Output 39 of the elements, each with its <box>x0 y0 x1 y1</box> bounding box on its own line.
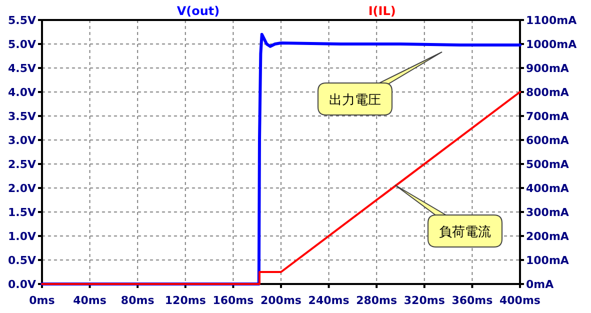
x-tick-label: 0ms <box>29 294 56 307</box>
y-tick-label: 4.5V <box>8 62 36 75</box>
x-tick-label: 240ms <box>308 294 350 307</box>
y2-tick-label: 900mA <box>526 62 570 75</box>
y2-tick-label: 800mA <box>526 86 570 99</box>
y2-tick-label: 500mA <box>526 158 570 171</box>
annotation: 出力電圧 <box>329 93 381 108</box>
y-tick-label: 4.0V <box>8 86 36 99</box>
x-tick-label: 80ms <box>120 294 155 307</box>
y-tick-label: 1.0V <box>8 230 36 243</box>
y-tick-label: 2.5V <box>8 158 36 171</box>
y2-tick-label: 1100mA <box>526 14 578 27</box>
y2-tick-label: 300mA <box>526 206 570 219</box>
y2-tick-label: 0mA <box>526 278 554 291</box>
y-tick-label: 0.0V <box>8 278 36 291</box>
y2-tick-label: 600mA <box>526 134 570 147</box>
y-tick-label: 5.0V <box>8 38 36 51</box>
text: V(out) <box>176 4 220 18</box>
y-tick-label: 5.5V <box>8 14 36 27</box>
x-tick-label: 120ms <box>164 294 206 307</box>
y2-tick-label: 400mA <box>526 182 570 195</box>
x-tick-label: 200ms <box>260 294 302 307</box>
text: I(IL) <box>368 4 396 18</box>
y-tick-label: 3.0V <box>8 134 36 147</box>
annotation: 負荷電流 <box>439 224 491 240</box>
y-tick-label: 1.5V <box>8 206 36 219</box>
x-tick-label: 400ms <box>500 294 541 307</box>
y-tick-label: 0.5V <box>8 254 36 267</box>
x-tick-label: 360ms <box>452 294 494 307</box>
x-tick-label: 40ms <box>73 294 107 307</box>
x-tick-label: 160ms <box>212 294 254 307</box>
y-tick-label: 3.5V <box>8 110 36 123</box>
y2-tick-label: 700mA <box>526 110 570 123</box>
y2-tick-label: 200mA <box>526 230 570 243</box>
x-tick-label: 320ms <box>404 294 446 307</box>
y-tick-label: 2.0V <box>8 182 36 195</box>
x-tick-label: 280ms <box>356 294 398 307</box>
y2-tick-label: 100mA <box>526 254 570 267</box>
y2-tick-label: 1000mA <box>526 38 578 51</box>
